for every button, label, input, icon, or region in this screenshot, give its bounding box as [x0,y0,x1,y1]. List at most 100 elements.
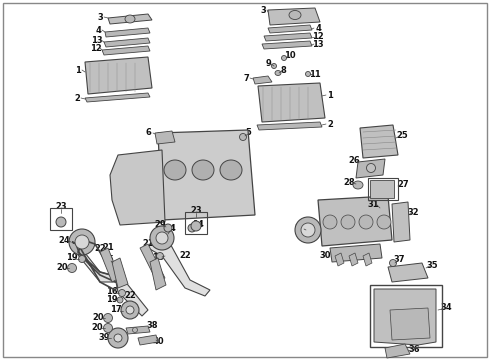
Polygon shape [330,244,382,262]
Text: 33: 33 [294,224,306,233]
Text: 28: 28 [343,177,355,186]
Polygon shape [100,248,120,282]
Text: 32: 32 [407,207,419,216]
Ellipse shape [220,160,242,180]
Text: 2: 2 [74,94,80,103]
Ellipse shape [240,134,246,140]
Ellipse shape [164,224,172,232]
Text: 22: 22 [94,243,106,252]
Ellipse shape [119,289,125,297]
Ellipse shape [188,224,196,232]
Polygon shape [264,33,312,41]
Ellipse shape [103,314,113,323]
Ellipse shape [114,334,122,342]
Ellipse shape [359,215,373,229]
Bar [368,178,398,200]
Polygon shape [72,240,122,282]
Ellipse shape [305,72,311,77]
Ellipse shape [301,223,315,237]
Text: 4: 4 [95,26,101,35]
Text: 20: 20 [92,312,104,321]
Text: 5: 5 [245,127,251,136]
Ellipse shape [192,160,214,180]
Ellipse shape [295,217,321,243]
Text: 14: 14 [192,220,204,229]
Ellipse shape [191,221,201,231]
Ellipse shape [164,160,186,180]
Text: 15: 15 [102,256,114,265]
Polygon shape [104,38,150,47]
Polygon shape [150,258,166,290]
Ellipse shape [75,235,89,249]
Text: 12: 12 [312,32,324,41]
Text: 11: 11 [309,69,321,78]
Ellipse shape [341,215,355,229]
Text: 20: 20 [56,264,68,273]
Polygon shape [388,263,428,282]
Polygon shape [85,93,150,102]
Ellipse shape [125,15,135,23]
Polygon shape [335,253,344,266]
Text: 29: 29 [154,220,166,229]
Text: 26: 26 [348,156,360,165]
Polygon shape [158,130,255,220]
Polygon shape [85,57,152,94]
Ellipse shape [281,55,287,60]
Polygon shape [148,238,210,296]
Polygon shape [253,76,272,84]
Text: 23: 23 [55,202,67,211]
Text: 40: 40 [152,338,164,346]
Ellipse shape [271,63,276,68]
Ellipse shape [150,226,174,250]
Text: 9: 9 [265,59,271,68]
Text: 21: 21 [102,243,114,252]
Ellipse shape [353,181,363,189]
Text: 36: 36 [408,346,420,355]
Polygon shape [262,41,312,49]
Text: 2: 2 [327,120,333,129]
Ellipse shape [390,260,396,266]
Polygon shape [257,122,322,130]
Text: 3: 3 [97,13,103,22]
Text: 3: 3 [260,5,266,14]
Text: 20: 20 [91,323,103,332]
Ellipse shape [78,256,85,262]
Text: 1: 1 [75,66,81,75]
Text: 4: 4 [315,23,321,32]
Text: 7: 7 [243,73,249,82]
Polygon shape [112,258,128,288]
Text: 19: 19 [161,251,173,260]
Text: 31: 31 [367,199,379,208]
Text: 35: 35 [426,261,438,270]
Ellipse shape [117,297,123,303]
Text: 18: 18 [152,253,164,262]
Text: 34: 34 [440,303,452,312]
Text: 19: 19 [66,253,78,262]
Text: 25: 25 [396,131,408,140]
Text: 17: 17 [110,306,122,315]
Polygon shape [140,244,165,282]
Text: 10: 10 [284,50,296,59]
Text: 13: 13 [312,40,324,49]
Polygon shape [363,253,372,266]
Text: 19: 19 [106,296,118,305]
Polygon shape [390,308,430,340]
Text: 6: 6 [145,127,151,136]
Polygon shape [374,289,436,345]
Text: 1: 1 [327,90,333,99]
Polygon shape [102,46,150,55]
Polygon shape [349,253,358,266]
Polygon shape [356,159,385,178]
Polygon shape [385,344,410,358]
Ellipse shape [68,264,76,273]
Text: 22: 22 [124,292,136,301]
Text: 13: 13 [91,36,103,45]
Ellipse shape [289,10,301,19]
Bar [50,208,72,230]
Text: 16: 16 [106,288,118,297]
Polygon shape [268,8,320,25]
Ellipse shape [156,252,164,260]
Ellipse shape [132,328,138,333]
Ellipse shape [377,215,391,229]
Text: 38: 38 [146,321,158,330]
